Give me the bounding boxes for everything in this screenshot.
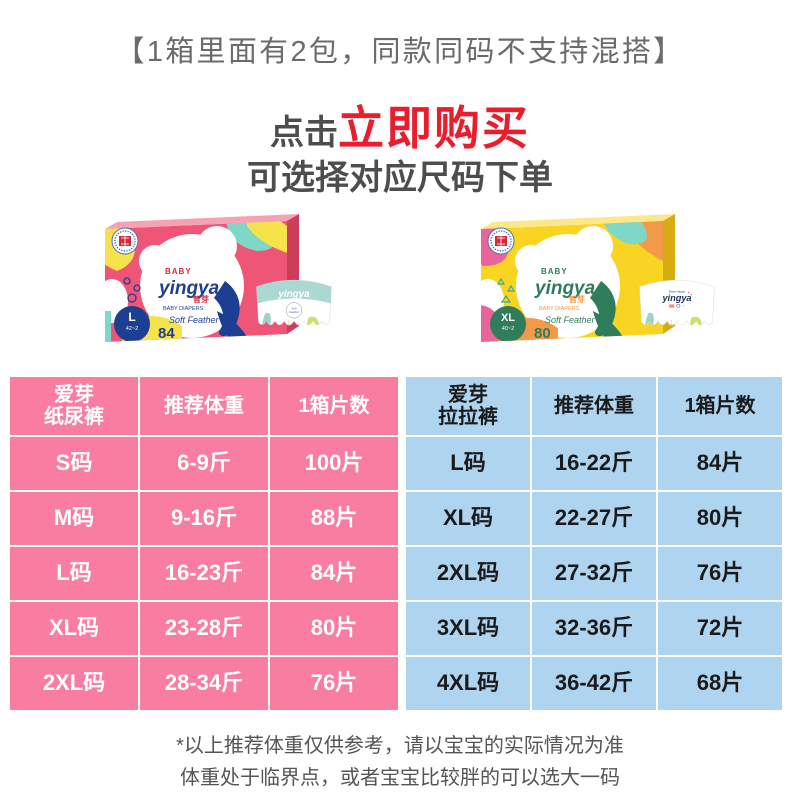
svg-text:Soft Feather: Soft Feather: [545, 315, 596, 325]
svg-text:84: 84: [158, 325, 175, 342]
svg-text:yingya: yingya: [661, 293, 691, 303]
svg-text:L: L: [128, 310, 135, 324]
svg-text:XL: XL: [501, 312, 515, 324]
svg-text:BABY: BABY: [165, 267, 192, 276]
svg-text:Soft Feather: Soft Feather: [169, 315, 220, 325]
svg-text:智芽: 智芽: [193, 294, 209, 304]
svg-text:yingya: yingya: [277, 289, 310, 300]
svg-text:BABY DIAPERS: BABY DIAPERS: [539, 306, 580, 312]
svg-text:40~2: 40~2: [502, 326, 514, 332]
svg-text:Feather: Feather: [289, 310, 300, 314]
svg-text:yingya: yingya: [534, 278, 596, 299]
svg-text:BABY DIAPERS: BABY DIAPERS: [163, 306, 204, 312]
svg-text:智芽: 智芽: [569, 294, 585, 304]
svg-text:BABY: BABY: [541, 267, 568, 276]
svg-text:42~2: 42~2: [126, 326, 138, 332]
svg-text:yingya: yingya: [158, 278, 220, 299]
svg-text:80: 80: [534, 325, 551, 342]
